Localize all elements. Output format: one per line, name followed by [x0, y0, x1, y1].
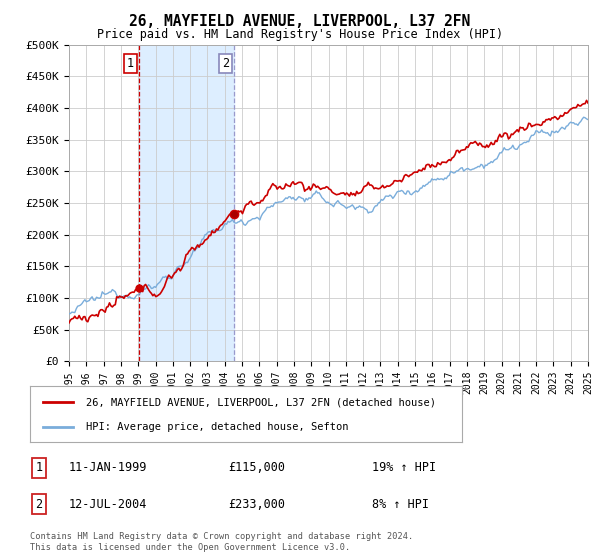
Text: £233,000: £233,000	[228, 497, 285, 511]
Text: Price paid vs. HM Land Registry's House Price Index (HPI): Price paid vs. HM Land Registry's House …	[97, 28, 503, 41]
Text: 26, MAYFIELD AVENUE, LIVERPOOL, L37 2FN: 26, MAYFIELD AVENUE, LIVERPOOL, L37 2FN	[130, 14, 470, 29]
Text: 26, MAYFIELD AVENUE, LIVERPOOL, L37 2FN (detached house): 26, MAYFIELD AVENUE, LIVERPOOL, L37 2FN …	[86, 397, 436, 407]
Text: 11-JAN-1999: 11-JAN-1999	[69, 461, 148, 474]
Text: 12-JUL-2004: 12-JUL-2004	[69, 497, 148, 511]
Bar	[139, 45, 234, 361]
Text: 2: 2	[222, 57, 229, 71]
Text: 19% ↑ HPI: 19% ↑ HPI	[372, 461, 436, 474]
Text: HPI: Average price, detached house, Sefton: HPI: Average price, detached house, Seft…	[86, 422, 349, 432]
Text: £115,000: £115,000	[228, 461, 285, 474]
Text: 2: 2	[35, 497, 43, 511]
Text: 8% ↑ HPI: 8% ↑ HPI	[372, 497, 429, 511]
Text: Contains HM Land Registry data © Crown copyright and database right 2024.
This d: Contains HM Land Registry data © Crown c…	[30, 532, 413, 552]
Text: 1: 1	[35, 461, 43, 474]
Text: 1: 1	[127, 57, 134, 71]
